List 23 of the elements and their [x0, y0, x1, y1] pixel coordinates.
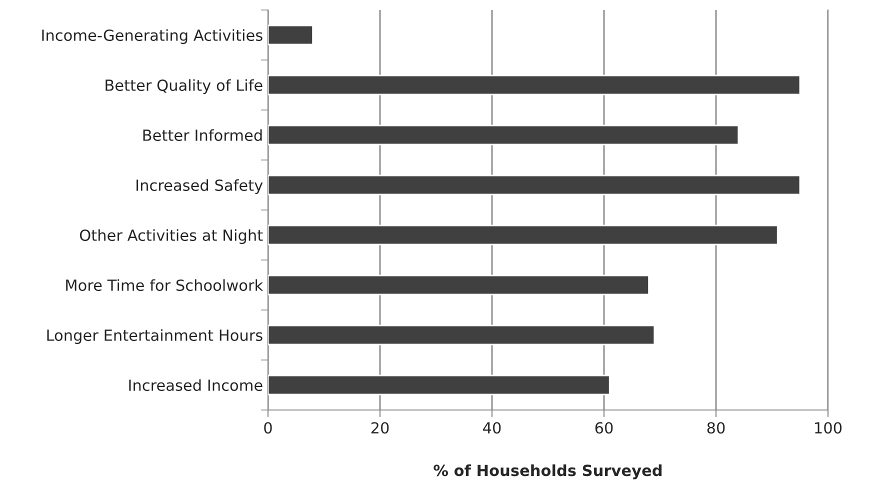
x-tick-label: 80: [707, 422, 725, 434]
bar: [268, 324, 656, 346]
y-tick-label: Increased Income: [129, 379, 262, 392]
y-tick-label: Increased Safety: [136, 179, 263, 194]
bar: [268, 124, 740, 146]
x-tick-label: 100: [815, 422, 842, 434]
y-tick-label: Better Quality of Life: [106, 79, 262, 94]
y-tick-label: Better Informed: [143, 129, 262, 142]
bar: [268, 174, 801, 196]
y-tick-label: Longer Entertainment Hours: [47, 329, 262, 344]
bar: [268, 74, 801, 96]
y-tick-label: More Time for Schoolwork: [66, 279, 264, 292]
bar: [268, 24, 314, 46]
y-tick-label: Income-Generating Activities: [42, 29, 262, 44]
bar: [268, 374, 610, 396]
x-axis-title: % of Households Surveyed: [434, 464, 662, 480]
x-tick-label: 0: [264, 422, 272, 434]
x-tick-label: 40: [483, 422, 501, 434]
bar: [268, 274, 650, 296]
x-tick-label: 60: [595, 422, 613, 434]
bar: [268, 224, 778, 246]
y-tick-label: Other Activities at Night: [80, 229, 263, 244]
x-tick-label: 20: [371, 422, 389, 434]
